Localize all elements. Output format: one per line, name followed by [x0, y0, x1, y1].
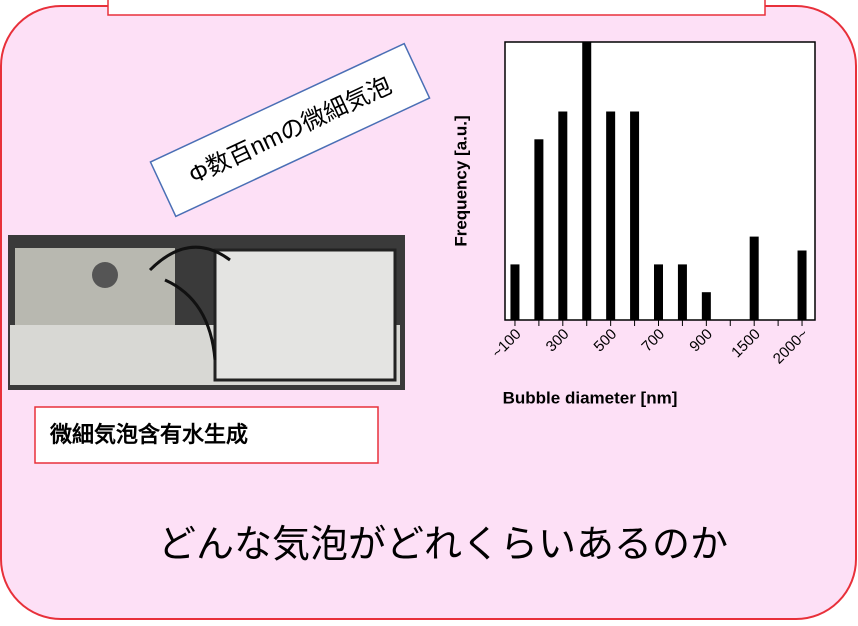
- bar: [749, 236, 759, 320]
- top-box: [107, 0, 766, 16]
- bar: [582, 42, 592, 320]
- device: [15, 248, 175, 333]
- bar: [630, 111, 640, 320]
- photo-caption: 微細気泡含有水生成: [49, 422, 248, 447]
- bar: [510, 264, 520, 320]
- caption-box: [34, 406, 379, 464]
- bar: [558, 111, 568, 320]
- photo: [8, 235, 405, 390]
- x-axis-title: Bubble diameter [nm]: [503, 388, 678, 407]
- bar: [606, 111, 616, 320]
- bar: [797, 250, 807, 320]
- tube: [148, 245, 231, 361]
- bar: [677, 264, 687, 320]
- tank: [213, 248, 397, 382]
- question: どんな気泡がどれくらいあるのか: [158, 524, 728, 566]
- bar: [701, 292, 711, 320]
- bar: [534, 139, 544, 320]
- callout-box: [149, 42, 431, 218]
- bar: [654, 264, 663, 320]
- device-knob: [92, 262, 118, 288]
- y-axis-title: Frequency [a.u.]: [451, 115, 470, 246]
